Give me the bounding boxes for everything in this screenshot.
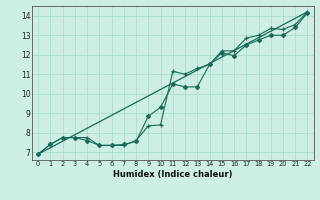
X-axis label: Humidex (Indice chaleur): Humidex (Indice chaleur) <box>113 170 233 179</box>
